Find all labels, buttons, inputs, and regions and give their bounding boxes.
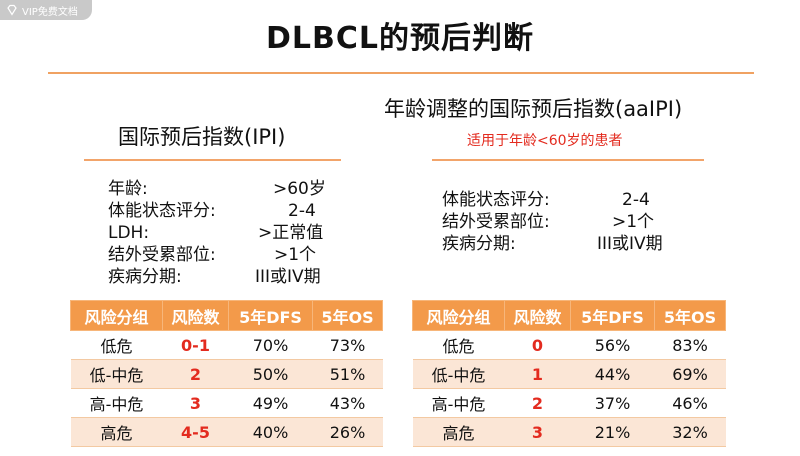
risk-count-cell: 2 [504, 388, 571, 418]
dfs-cell: 21% [570, 417, 655, 447]
ipi-factor-list: 年龄: >60岁 体能状态评分: 2-4 LDH: >正常值 结外受累部位: >… [108, 178, 368, 288]
aaipi-factor-list: 体能状态评分: 2-4 结外受累部位: >1个 疾病分期: III或IV期 [442, 189, 702, 255]
os-cell: 46% [654, 388, 726, 418]
risk-group-cell: 高-中危 [70, 388, 163, 418]
factor-value: 2-4 [622, 190, 650, 210]
factor-value: 2-4 [288, 201, 316, 221]
factor-label: 体能状态评分: [442, 190, 550, 210]
dfs-cell: 70% [228, 330, 313, 360]
os-cell: 51% [312, 359, 383, 389]
risk-group-cell: 低危 [70, 330, 163, 360]
factor-value: >1个 [612, 212, 655, 232]
vip-badge-label: VIP免费文档 [22, 6, 78, 18]
dfs-cell: 50% [228, 359, 313, 389]
factor-label: 结外受累部位: [442, 212, 550, 232]
factor-label: 结外受累部位: [108, 245, 216, 265]
risk-count-cell: 2 [162, 359, 229, 389]
aaipi-title: 年龄调整的国际预后指数(aaIPI) [384, 97, 683, 121]
dfs-cell: 49% [228, 388, 313, 418]
column-header: 风险数 [504, 300, 571, 331]
factor-value: >正常值 [258, 223, 324, 243]
column-header: 风险数 [162, 300, 229, 331]
table-row: 高危 3 21% 32% [412, 417, 726, 447]
risk-count-cell: 3 [504, 417, 571, 447]
vip-badge[interactable]: VIP免费文档 [0, 0, 92, 20]
factor-row-age: 年龄: >60岁 [108, 178, 368, 200]
risk-count-cell: 3 [162, 388, 229, 418]
risk-group-cell: 低危 [412, 330, 505, 360]
factor-value: >60岁 [273, 179, 326, 199]
factor-row-stage: 疾病分期: III或IV期 [108, 266, 368, 288]
column-header: 风险分组 [70, 300, 163, 331]
slide-title: DLBCL的预后判断 [265, 21, 535, 56]
factor-label: 年龄: [108, 179, 148, 199]
risk-group-cell: 高危 [412, 417, 505, 447]
os-cell: 43% [312, 388, 383, 418]
table-header-row: 风险分组 风险数 5年DFS 5年OS [412, 300, 726, 331]
dfs-cell: 56% [570, 330, 655, 360]
risk-count-cell: 1 [504, 359, 571, 389]
factor-row-extranodal: 结外受累部位: >1个 [442, 211, 702, 233]
column-header: 5年OS [654, 300, 726, 331]
table-row: 高危 4-5 40% 26% [70, 417, 383, 447]
table-header-row: 风险分组 风险数 5年DFS 5年OS [70, 300, 383, 331]
factor-row-ldh: LDH: >正常值 [108, 222, 368, 244]
factor-value: III或IV期 [255, 267, 321, 287]
factor-label: 疾病分期: [442, 234, 516, 254]
ipi-risk-table: 风险分组 风险数 5年DFS 5年OS 低危 0-1 70% 73% 低-中危 … [70, 300, 383, 447]
risk-group-cell: 低-中危 [412, 359, 505, 389]
table-row: 低危 0 56% 83% [412, 330, 726, 360]
column-header: 风险分组 [412, 300, 505, 331]
os-cell: 26% [312, 417, 383, 447]
dfs-cell: 40% [228, 417, 313, 447]
risk-group-cell: 高危 [70, 417, 163, 447]
factor-row-performance-status: 体能状态评分: 2-4 [108, 200, 368, 222]
table-row: 低-中危 1 44% 69% [412, 359, 726, 389]
factor-label: LDH: [108, 223, 150, 243]
dfs-cell: 37% [570, 388, 655, 418]
column-header: 5年DFS [570, 300, 655, 331]
factor-row-performance-status: 体能状态评分: 2-4 [442, 189, 702, 211]
os-cell: 32% [654, 417, 726, 447]
factor-value: III或IV期 [597, 234, 663, 254]
os-cell: 69% [654, 359, 726, 389]
factor-label: 体能状态评分: [108, 201, 216, 221]
diamond-icon [7, 4, 17, 16]
factor-row-extranodal: 结外受累部位: >1个 [108, 244, 368, 266]
table-row: 高-中危 2 37% 46% [412, 388, 726, 418]
column-header: 5年OS [312, 300, 383, 331]
table-row: 低危 0-1 70% 73% [70, 330, 383, 360]
os-cell: 73% [312, 330, 383, 360]
column-header: 5年DFS [228, 300, 313, 331]
risk-group-cell: 低-中危 [70, 359, 163, 389]
factor-row-stage: 疾病分期: III或IV期 [442, 233, 702, 255]
table-row: 高-中危 3 49% 43% [70, 388, 383, 418]
risk-group-cell: 高-中危 [412, 388, 505, 418]
aaipi-title-underline [432, 159, 704, 161]
aaipi-age-note: 适用于年龄<60岁的患者 [467, 133, 623, 149]
title-divider [48, 72, 754, 74]
risk-count-cell: 4-5 [162, 417, 229, 447]
risk-count-cell: 0-1 [162, 330, 229, 360]
factor-label: 疾病分期: [108, 267, 182, 287]
table-row: 低-中危 2 50% 51% [70, 359, 383, 389]
ipi-title-underline [84, 159, 341, 161]
risk-count-cell: 0 [504, 330, 571, 360]
dfs-cell: 44% [570, 359, 655, 389]
ipi-title: 国际预后指数(IPI) [118, 125, 286, 149]
os-cell: 83% [654, 330, 726, 360]
factor-value: >1个 [274, 245, 317, 265]
aaipi-risk-table: 风险分组 风险数 5年DFS 5年OS 低危 0 56% 83% 低-中危 1 … [412, 300, 726, 447]
